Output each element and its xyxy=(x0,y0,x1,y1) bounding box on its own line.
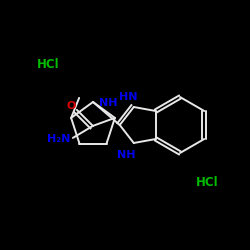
Text: H₂N: H₂N xyxy=(47,134,70,144)
Text: O: O xyxy=(66,101,76,111)
Text: NH: NH xyxy=(99,98,118,108)
Text: NH: NH xyxy=(116,150,135,160)
Text: HCl: HCl xyxy=(37,58,59,71)
Text: HCl: HCl xyxy=(196,176,218,188)
Text: HN: HN xyxy=(118,92,137,102)
